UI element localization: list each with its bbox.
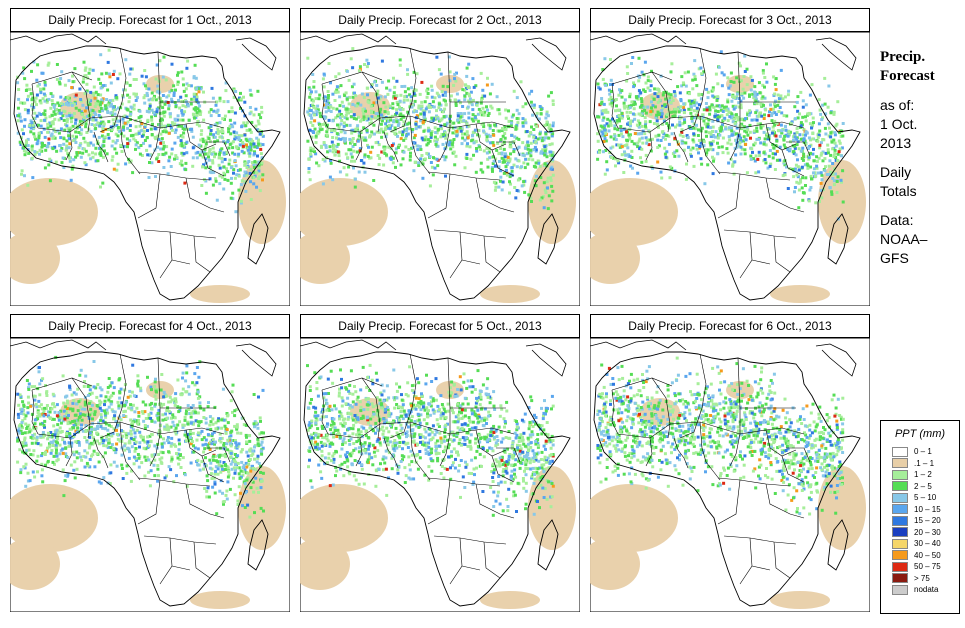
legend-row: 2 – 5 [892,481,959,493]
map-panel-oct-6: Daily Precip. Forecast for 6 Oct., 2013 [590,314,870,612]
legend-swatch [892,492,908,503]
legend-row: .1 – 1 [892,458,959,470]
daily-label: Daily [880,164,912,180]
legend-row: 50 – 75 [892,561,959,573]
as-of-label: as of: [880,97,915,113]
forecast-info: Precip. Forecast as of: 1 Oct. 2013 Dail… [880,48,960,268]
legend-row: 1 – 2 [892,469,959,481]
legend-label: 15 – 20 [914,516,941,526]
legend-swatch [892,515,908,526]
forecast-map [10,338,290,612]
legend-label: 2 – 5 [914,481,932,491]
forecast-map [300,32,580,306]
data-source-2: GFS [880,250,909,266]
legend-row: > 75 [892,573,959,585]
panel-title: Daily Precip. Forecast for 1 Oct., 2013 [10,8,290,32]
legend-row: 5 – 10 [892,492,959,504]
legend-swatch [892,469,908,480]
map-panel-oct-3: Daily Precip. Forecast for 3 Oct., 2013 [590,8,870,306]
legend-label: 0 – 1 [914,447,932,457]
legend-label: 5 – 10 [914,493,937,503]
panel-title: Daily Precip. Forecast for 6 Oct., 2013 [590,314,870,338]
data-source-1: NOAA– [880,231,928,247]
legend-swatch [892,584,908,595]
forecast-map [300,338,580,612]
map-panel-oct-5: Daily Precip. Forecast for 5 Oct., 2013 [300,314,580,612]
forecast-map [590,338,870,612]
data-label: Data: [880,212,914,228]
legend-label: 20 – 30 [914,527,941,537]
legend-row: nodata [892,584,959,596]
legend-row: 30 – 40 [892,538,959,550]
legend-row: 15 – 20 [892,515,959,527]
legend-swatch [892,561,908,572]
legend-row: 10 – 15 [892,504,959,516]
legend-swatch [892,527,908,538]
totals-label: Totals [880,183,917,199]
legend-swatch [892,458,908,469]
legend-swatch [892,573,908,584]
legend-swatch [892,446,908,457]
map-panel-oct-4: Daily Precip. Forecast for 4 Oct., 2013 [10,314,290,612]
legend-swatch [892,481,908,492]
as-of-year: 2013 [880,135,912,151]
legend-swatch [892,538,908,549]
legend-label: 1 – 2 [914,470,932,480]
legend-swatch [892,504,908,515]
legend-row: 0 – 1 [892,446,959,458]
heading-line-1: Precip. [880,49,926,65]
legend-row: 40 – 50 [892,550,959,562]
legend-label: nodata [914,585,939,595]
as-of-date: 1 Oct. [880,116,918,132]
panel-title: Daily Precip. Forecast for 4 Oct., 2013 [10,314,290,338]
panel-title: Daily Precip. Forecast for 3 Oct., 2013 [590,8,870,32]
legend-label: > 75 [914,573,930,583]
panel-title: Daily Precip. Forecast for 5 Oct., 2013 [300,314,580,338]
map-panel-oct-2: Daily Precip. Forecast for 2 Oct., 2013 [300,8,580,306]
forecast-map [10,32,290,306]
panel-title: Daily Precip. Forecast for 2 Oct., 2013 [300,8,580,32]
legend-label: .1 – 1 [914,458,935,468]
forecast-map [590,32,870,306]
legend-label: 50 – 75 [914,562,941,572]
legend-label: 40 – 50 [914,550,941,560]
legend-swatch [892,550,908,561]
map-panel-oct-1: Daily Precip. Forecast for 1 Oct., 2013 [10,8,290,306]
legend-row: 20 – 30 [892,527,959,539]
heading-line-2: Forecast [880,68,935,84]
legend-label: 30 – 40 [914,539,941,549]
precip-legend: PPT (mm) 0 – 1 .1 – 1 1 – 2 2 – 5 5 – 10… [880,420,960,614]
legend-label: 10 – 15 [914,504,941,514]
legend-title: PPT (mm) [894,428,946,440]
